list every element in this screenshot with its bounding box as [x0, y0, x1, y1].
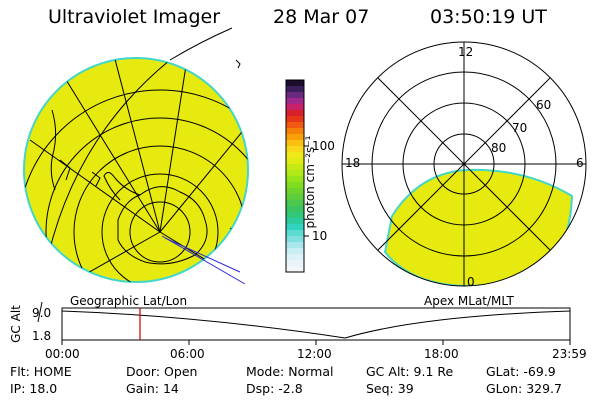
earth-disk [23, 57, 249, 283]
time-label: 03:50:19 UT [430, 6, 547, 28]
altitude-ytick-min: 1.8 [32, 329, 52, 343]
geographic-label: Geographic Lat/Lon [70, 294, 188, 308]
status-mode: Mode: Normal [246, 364, 334, 379]
status-seq: Seq: 39 [366, 381, 414, 396]
polar-plot [341, 41, 587, 287]
status-glon: GLon: 329.7 [486, 381, 562, 396]
time-tick-2: 12:00 [297, 347, 332, 361]
apex-label: Apex MLat/MLT [424, 294, 514, 308]
mlt-label-6: 6 [576, 156, 584, 170]
mlt-label-12: 12 [458, 45, 474, 59]
colorbar [285, 79, 309, 273]
mlat-label-70: 70 [512, 121, 528, 135]
time-tick-1: 06:00 [170, 347, 205, 361]
status-gain: Gain: 14 [126, 381, 179, 396]
polar-grid [341, 41, 587, 287]
mlt-label-0: 0 [467, 275, 475, 289]
status-dsp: Dsp: -2.8 [246, 381, 303, 396]
altitude-plot [61, 307, 571, 345]
orbit-lines [37, 27, 246, 323]
app-title: Ultraviolet Imager [48, 6, 221, 28]
status-ip: IP: 18.0 [10, 381, 58, 396]
date-label: 28 Mar 07 [273, 6, 370, 28]
altitude-ytick-max: 9.0 [32, 306, 52, 320]
colorbar-tick-10: 10 [312, 229, 328, 243]
status-glat: GLat: -69.9 [486, 364, 556, 379]
status-flt: Flt: HOME [10, 364, 72, 379]
mlt-label-18: 18 [345, 156, 361, 170]
time-tick-0: 00:00 [45, 347, 80, 361]
time-tick-4: 23:59 [552, 347, 587, 361]
time-tick-3: 18:00 [424, 347, 459, 361]
geographic-map [23, 27, 249, 323]
mlat-label-80: 80 [491, 141, 507, 155]
status-door: Door: Open [126, 364, 198, 379]
status-gc-alt: GC Alt: 9.1 Re [366, 364, 454, 379]
colorbar-unit-label: photon cm⁻²s⁻¹ [303, 135, 317, 229]
altitude-ylabel: GC Alt [9, 305, 23, 343]
mlat-label-60: 60 [536, 98, 552, 112]
coastline [50, 109, 239, 271]
aurora-fill [383, 168, 574, 286]
altitude-curve [61, 310, 571, 339]
colorbar-tick-100: 100 [312, 139, 335, 153]
